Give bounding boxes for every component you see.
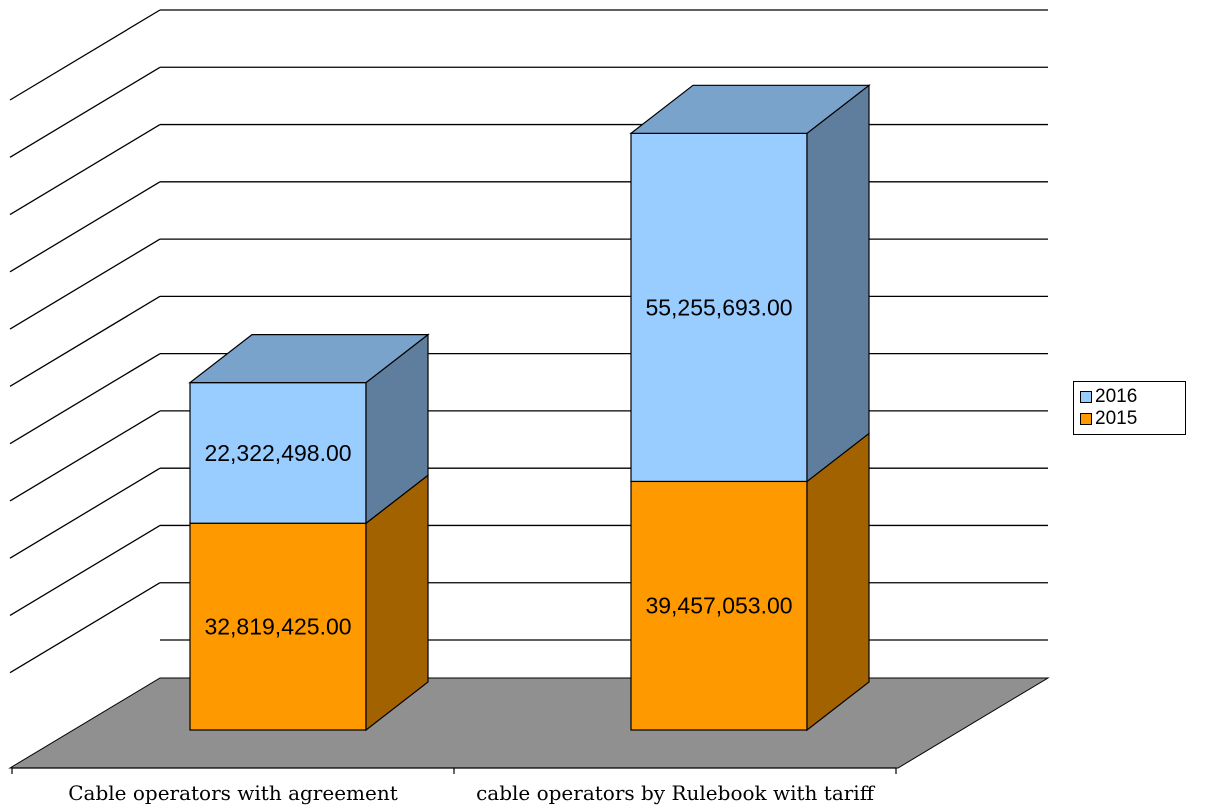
gridline-side [9, 123, 161, 216]
legend-item-2015: 2015 [1080, 408, 1179, 430]
gridline-side [9, 410, 161, 502]
legend-item-2016: 2016 [1080, 386, 1179, 408]
bar-segment-2016-1 [188, 333, 430, 525]
gridline-side [9, 353, 161, 445]
bars [188, 84, 871, 732]
gridlines [9, 9, 1048, 674]
legend-label-2015: 2015 [1095, 408, 1138, 429]
data-label-2015-1: 32,819,425.00 [204, 614, 351, 640]
gridline-side [9, 181, 161, 273]
data-label-2015-2: 39,457,053.00 [645, 593, 792, 619]
bar-segment-2015-1 [189, 474, 429, 732]
gridline-side [9, 524, 161, 617]
gridline-side [9, 582, 161, 674]
gridline-side [9, 9, 161, 101]
data-label-2016-1: 22,322,498.00 [204, 440, 351, 466]
bar-front [189, 522, 367, 731]
gridline-side [9, 66, 161, 158]
bar-segment-2016-2 [629, 84, 871, 483]
gridline-side [9, 467, 161, 559]
legend-swatch-2016 [1080, 391, 1092, 403]
bar-front [630, 480, 808, 731]
gridline-side [9, 295, 161, 387]
bar-side [806, 84, 870, 483]
gridline-side [9, 238, 161, 330]
floor-plane [8, 677, 1050, 769]
x-tick-label-1: Cable operators with agreement [68, 781, 398, 805]
x-axis: Cable operators with agreement cable oper… [11, 767, 897, 805]
x-tick-label-2: cable operators by Rulebook with tariff [476, 781, 876, 805]
chart-floor [8, 677, 1050, 769]
bar-front [630, 132, 808, 483]
data-labels: 32,819,425.00 22,322,498.00 39,457,053.00 5… [204, 294, 792, 639]
legend: 2016 2015 [1073, 381, 1186, 435]
bar-top [629, 84, 871, 134]
legend-swatch-2015 [1080, 413, 1092, 425]
bar-top [188, 334, 430, 384]
legend-label-2016: 2016 [1095, 386, 1138, 407]
bar-side [806, 432, 870, 732]
bar-segment-2015-2 [630, 432, 870, 732]
data-label-2016-2: 55,255,693.00 [645, 294, 792, 320]
